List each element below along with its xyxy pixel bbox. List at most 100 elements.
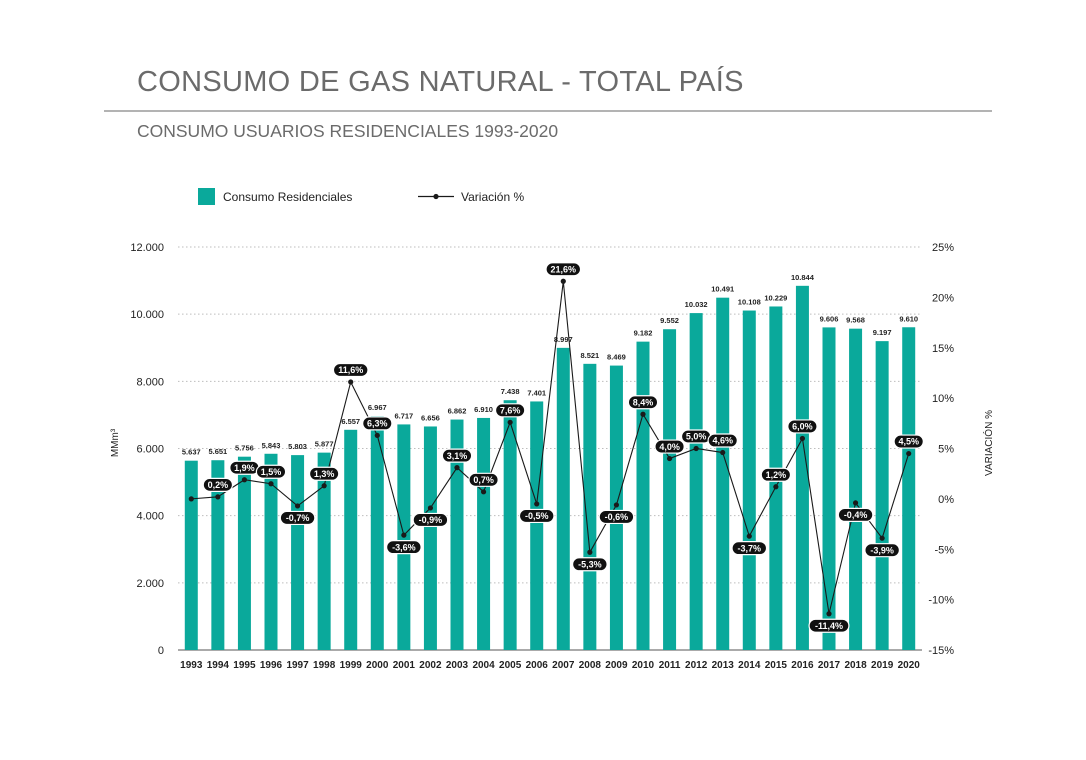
y2-axis-tick-label: -10% [928,595,954,607]
variation-label-pill [654,439,685,454]
variation-label: 1,5% [261,467,282,477]
legend-swatch-marker [433,193,439,200]
y-axis-tick-label: 8.000 [136,376,164,388]
bar [849,328,863,650]
variation-point [534,501,540,507]
variation-label-pill [279,510,316,526]
y2-axis-tick-label: -15% [928,645,954,657]
bar-value-label: 8.469 [607,353,626,362]
variation-point [188,496,194,502]
variation-label: -3,9% [870,545,894,555]
y2-axis-tick-label: 0% [938,494,954,506]
x-axis-tick-label: 1997 [286,660,309,671]
variation-label: 3,1% [447,451,468,461]
x-axis-tick-label: 2006 [526,660,549,671]
x-axis-tick-label: 2016 [791,660,814,671]
variation-label: 1,2% [766,470,787,480]
bar [503,400,517,650]
y2-axis-tick-label: 25% [932,242,954,254]
variation-label: 4,0% [659,442,680,452]
bar-value-label: 9.552 [660,316,679,325]
variation-label: -11,4% [815,621,843,631]
bar [716,297,730,650]
legend-label-line: Variación % [461,190,524,204]
bar [689,313,703,650]
variation-label: 7,6% [500,406,521,416]
x-axis-tick-label: 2005 [499,660,522,671]
variation-label-pill [572,557,608,572]
variation-point [773,484,779,490]
legend-label-bars: Consumo Residenciales [223,190,352,204]
x-axis-tick-label: 2009 [605,660,628,671]
bar-value-label: 6.910 [474,405,493,414]
x-axis-tick-label: 2007 [552,660,575,671]
x-axis-tick-label: 2002 [419,660,442,671]
variation-label: 1,9% [234,463,255,473]
variation-point [507,419,513,425]
variation-label-pill [468,472,499,487]
variation-label: 11,6% [338,365,363,375]
bar-value-label: 5.877 [315,440,334,449]
bar [317,452,331,650]
y-axis-tick-label: 10.000 [130,309,164,321]
x-axis-tick-label: 2019 [871,660,894,671]
variation-label-pill [386,540,422,555]
variation-label: -5,3% [578,559,602,569]
variation-label-pill [707,433,738,448]
variation-label: -0,5% [525,511,549,521]
variation-point [560,278,566,284]
x-axis-tick-label: 2011 [659,660,681,671]
chart-title: CONSUMO DE GAS NATURAL - TOTAL PAÍS [137,66,744,98]
bar [370,416,384,650]
x-axis-tick-label: 2014 [738,660,761,671]
x-axis-tick-label: 2017 [818,660,841,671]
variation-label-pill [518,508,555,524]
x-axis-tick-label: 1995 [233,660,256,671]
variation-label-pill [412,512,449,528]
y2-axis-tick-label: 5% [938,444,954,456]
bar-value-label: 6.557 [341,417,360,426]
bar-value-label: 10.032 [685,300,708,309]
variation-point [348,379,354,385]
variation-label-pill [332,362,369,378]
y-axis-tick-label: 12.000 [130,242,164,254]
variation-line [191,281,910,614]
variation-point [268,481,274,487]
bar [423,426,437,650]
bar [636,341,650,650]
bar [663,329,677,650]
bar [237,456,251,650]
variation-label-pill [441,448,473,463]
variation-label: 4,6% [712,436,733,446]
bar-value-label: 6.656 [421,413,440,422]
variation-label: -0,4% [844,510,868,520]
x-axis-tick-label: 2020 [898,660,921,671]
y2-axis-title: VARIACIÓN % [982,410,995,476]
bar [583,363,597,650]
bar-value-label: 9.182 [634,329,653,338]
x-axis-tick-label: 2013 [712,660,735,671]
variation-label: 6,0% [792,422,813,432]
variation-label: -0,6% [605,512,629,522]
x-axis-tick-label: 1994 [207,660,230,671]
variation-label-pill [893,434,924,449]
bar-value-label: 10.108 [738,298,761,307]
variation-point [587,549,593,555]
variation-label: 5,0% [686,432,707,442]
bar [264,453,278,650]
x-axis-tick-label: 2003 [446,660,469,671]
x-axis-tick-label: 1996 [260,660,283,671]
bar-value-label: 5.637 [182,448,201,457]
variation-point [401,532,407,538]
variation-label: 21,6% [551,264,577,274]
variation-point [480,489,487,495]
y2-axis-tick-label: 10% [932,393,954,405]
bar-value-label: 7.438 [501,387,520,396]
x-axis-tick-label: 2012 [685,660,708,671]
y-axis-title: MMm³ [110,428,121,457]
bar [742,310,756,650]
bar-value-label: 5.756 [235,444,254,453]
variation-label: 1,3% [314,469,335,479]
bar-value-label: 10.229 [764,293,787,302]
